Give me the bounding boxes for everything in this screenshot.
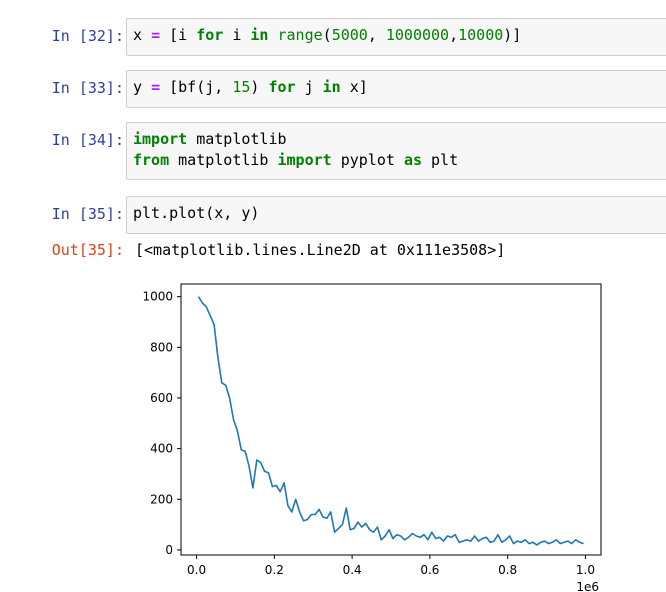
code-line: x = [i for i in range(5000, 1000000,1000… — [133, 26, 522, 44]
y-axis: 0 200 400 600 800 1000 — [142, 290, 181, 557]
x-tick-label: 0.4 — [343, 563, 362, 577]
x-axis: 0.0 0.2 0.4 0.6 0.8 1.0 — [187, 555, 595, 577]
y-tick-label: 200 — [150, 492, 173, 506]
code-input[interactable]: x = [i for i in range(5000, 1000000,1000… — [126, 18, 666, 56]
y-tick-label: 1000 — [142, 290, 173, 304]
input-prompt: In [35]: — [51, 205, 124, 223]
x-tick-label: 0.0 — [187, 563, 206, 577]
code-input[interactable]: import matplotlib from matplotlib import… — [126, 122, 666, 180]
code-line: from matplotlib import pyplot as plt — [133, 151, 459, 169]
code-line: plt.plot(x, y) — [133, 204, 260, 222]
series-line — [197, 296, 584, 546]
code-input[interactable]: plt.plot(x, y) — [126, 196, 666, 234]
x-axis-offset-label: 1e6 — [576, 580, 599, 592]
y-tick-label: 600 — [150, 391, 173, 405]
code-input[interactable]: y = [bf(j, 15) for j in x] — [126, 70, 666, 108]
x-tick-label: 0.2 — [265, 563, 284, 577]
y-tick-label: 800 — [150, 340, 173, 354]
input-prompt: In [32]: — [51, 27, 124, 45]
output-prompt: Out[35]: — [51, 241, 124, 259]
plot-frame — [180, 283, 602, 556]
code-line: import matplotlib — [133, 130, 287, 148]
x-tick-label: 1.0 — [576, 563, 595, 577]
input-prompt: In [34]: — [51, 131, 124, 149]
y-tick-label: 400 — [150, 442, 173, 456]
x-tick-label: 0.8 — [498, 563, 517, 577]
y-tick-label: 0 — [165, 543, 173, 557]
x-tick-label: 0.6 — [420, 563, 439, 577]
code-line: y = [bf(j, 15) for j in x] — [133, 78, 368, 96]
input-prompt: In [33]: — [51, 79, 124, 97]
line-plot: 0.0 0.2 0.4 0.6 0.8 1.0 0 200 400 600 800 1000 1e6 — [142, 283, 602, 592]
output-text: [<matplotlib.lines.Line2D at 0x111e3508>… — [135, 241, 506, 259]
